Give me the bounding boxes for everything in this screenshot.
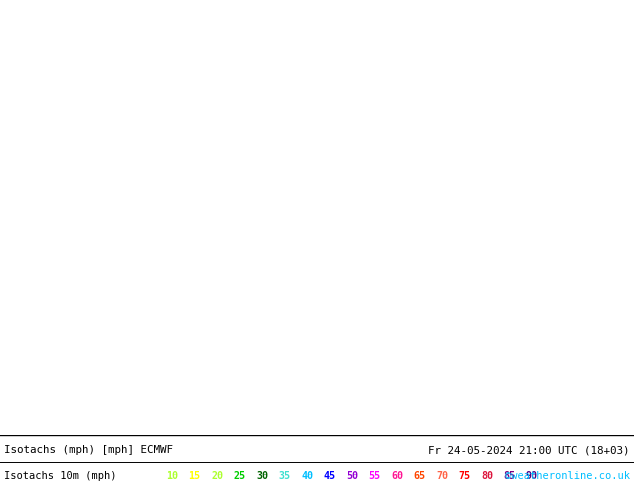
Text: 50: 50 (346, 471, 358, 481)
Text: 90: 90 (526, 471, 538, 481)
Text: 30: 30 (256, 471, 268, 481)
Text: 25: 25 (233, 471, 245, 481)
Text: Isotachs (mph) [mph] ECMWF: Isotachs (mph) [mph] ECMWF (4, 445, 173, 455)
Text: Fr 24-05-2024 21:00 UTC (18+03): Fr 24-05-2024 21:00 UTC (18+03) (429, 445, 630, 455)
Text: 75: 75 (458, 471, 470, 481)
Text: 60: 60 (391, 471, 403, 481)
Text: 45: 45 (323, 471, 335, 481)
Text: 85: 85 (503, 471, 515, 481)
Text: ©weatheronline.co.uk: ©weatheronline.co.uk (505, 471, 630, 481)
Text: 80: 80 (481, 471, 493, 481)
Text: 15: 15 (188, 471, 200, 481)
Text: 70: 70 (436, 471, 448, 481)
Text: Isotachs 10m (mph): Isotachs 10m (mph) (4, 471, 117, 481)
Text: 20: 20 (211, 471, 223, 481)
Text: 65: 65 (413, 471, 425, 481)
Text: 35: 35 (278, 471, 290, 481)
Text: 40: 40 (301, 471, 313, 481)
Text: 55: 55 (368, 471, 380, 481)
Text: 10: 10 (166, 471, 178, 481)
